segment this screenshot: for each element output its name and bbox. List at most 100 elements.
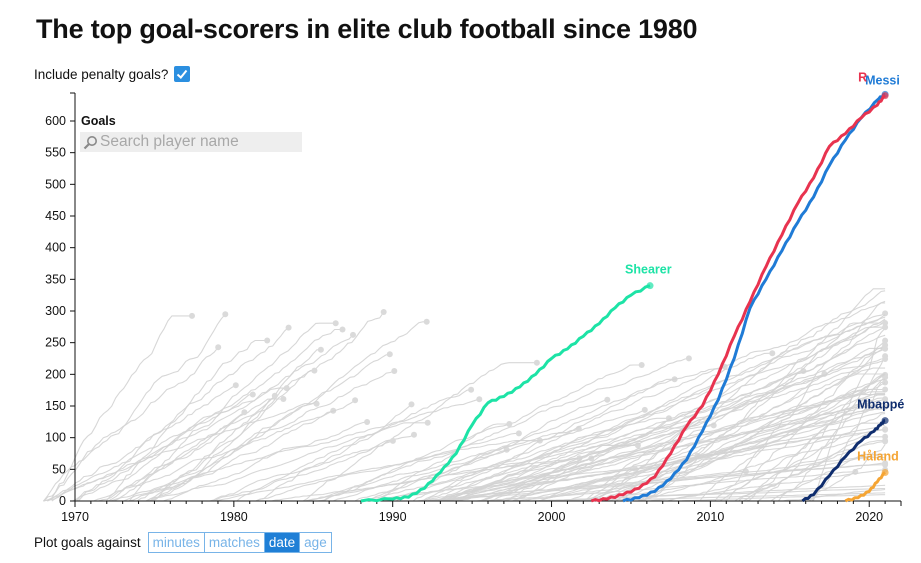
x-tick-label: 2000	[538, 510, 566, 524]
player-line-end-marker	[313, 400, 320, 407]
series-line-ronaldo	[590, 94, 886, 503]
magnifier-icon	[80, 132, 100, 152]
player-line-end-marker	[249, 391, 256, 398]
player-line-end-marker	[882, 438, 889, 445]
player-line-end-marker	[882, 396, 889, 403]
player-line	[566, 319, 886, 502]
series-line-håland	[844, 471, 886, 503]
player-line-end-marker	[641, 406, 648, 413]
player-line	[738, 413, 886, 502]
player-line	[590, 457, 886, 502]
series-end-marker-ronaldo	[881, 92, 889, 100]
player-line-end-marker	[352, 397, 359, 404]
player-line-end-marker	[189, 312, 195, 319]
player-line-end-marker	[339, 326, 346, 333]
player-line-end-marker	[882, 342, 889, 349]
player-line-end-marker	[389, 437, 396, 444]
player-line	[377, 423, 510, 502]
y-tick-label: 100	[45, 431, 66, 445]
y-tick-label: 500	[45, 177, 66, 191]
series-end-marker-håland	[881, 469, 889, 476]
player-line	[146, 370, 395, 502]
player-line-end-marker	[882, 324, 889, 331]
penalty-toggle: Include penalty goals?	[34, 66, 191, 82]
plot-option-date[interactable]: date	[264, 533, 301, 552]
series-label-mbappé: Mbappé	[857, 398, 904, 412]
plot-against-toggle: minutes matches date age	[147, 532, 332, 553]
player-line	[368, 366, 725, 502]
player-line-end-marker	[882, 356, 889, 362]
player-line	[673, 494, 886, 502]
player-line	[436, 358, 886, 502]
player-line-end-marker	[364, 419, 371, 425]
axes: 0 50 100 150 200 250 300 350 400 450 500 550 600 1970…	[45, 92, 902, 524]
player-line	[129, 399, 356, 502]
player-line	[438, 391, 886, 502]
plot-option-matches[interactable]: matches	[205, 533, 265, 552]
player-line	[43, 346, 219, 502]
player-line	[481, 471, 856, 502]
player-line-end-marker	[685, 355, 692, 362]
player-line	[236, 389, 472, 502]
plot-option-age[interactable]: age	[304, 535, 327, 550]
series-label-messi: Messi	[865, 73, 900, 87]
player-line	[163, 421, 368, 502]
y-tick-label: 600	[45, 114, 66, 128]
penalty-label: Include penalty goals?	[34, 66, 169, 82]
x-tick-label: 2020	[855, 510, 883, 524]
player-line	[435, 352, 773, 502]
y-tick-label: 550	[45, 146, 66, 160]
player-line	[426, 402, 886, 502]
player-line	[422, 378, 675, 502]
player-line	[354, 449, 507, 502]
search-input[interactable]	[100, 133, 295, 151]
player-line	[490, 334, 886, 502]
player-line	[503, 314, 886, 502]
player-line-end-marker	[604, 396, 611, 403]
y-tick-label: 50	[52, 462, 66, 476]
player-line	[513, 453, 886, 502]
player-line-end-marker	[882, 403, 889, 410]
player-line-end-marker	[408, 401, 415, 408]
player-line-end-marker	[533, 359, 540, 366]
player-line	[333, 409, 646, 502]
y-tick-label: 350	[45, 272, 66, 286]
player-line-end-marker	[424, 419, 431, 426]
player-line	[51, 384, 237, 502]
player-line	[308, 428, 579, 502]
player-line	[640, 288, 886, 502]
player-line-end-marker	[423, 318, 430, 325]
player-line	[412, 300, 886, 502]
player-line	[454, 344, 886, 502]
player-line	[43, 387, 287, 502]
player-line-end-marker	[391, 368, 398, 374]
penalty-checkbox[interactable]	[174, 66, 191, 82]
player-line	[523, 405, 886, 502]
player-line	[255, 403, 412, 502]
player-line-end-marker	[232, 382, 239, 389]
player-line-end-marker	[380, 309, 387, 315]
player-line	[811, 381, 886, 502]
x-tick-label: 1980	[220, 510, 248, 524]
player-line-end-marker	[317, 346, 324, 353]
player-line-end-marker	[503, 446, 510, 453]
player-line	[105, 339, 268, 502]
player-line-end-marker	[280, 396, 287, 402]
player-line	[77, 327, 289, 502]
background-player-lines	[43, 288, 889, 502]
player-line	[113, 398, 284, 502]
player-line-end-marker	[882, 386, 889, 393]
player-line	[209, 440, 394, 502]
series-line-messi	[622, 92, 886, 503]
plot-option-minutes[interactable]: minutes	[149, 533, 205, 552]
x-tick-label: 1990	[379, 510, 407, 524]
series-end-marker-shearer	[646, 282, 654, 290]
player-line-end-marker	[506, 421, 513, 427]
player-line	[213, 434, 415, 502]
player-line-end-marker	[882, 379, 889, 386]
player-line-end-marker	[515, 430, 522, 437]
x-tick-label: 1970	[61, 510, 89, 524]
player-line	[136, 370, 315, 502]
player-line-end-marker	[350, 331, 356, 338]
